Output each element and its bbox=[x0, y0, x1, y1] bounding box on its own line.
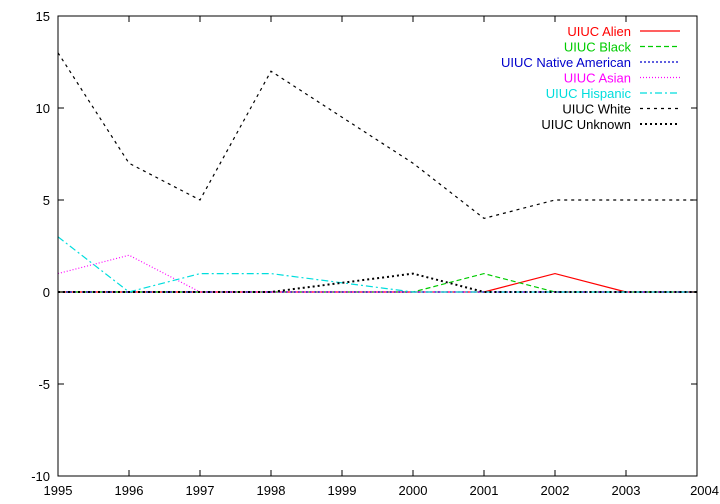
y-tick-label: 15 bbox=[36, 9, 50, 24]
x-tick-label: 2001 bbox=[470, 483, 499, 498]
series-line-uiuc-white bbox=[57, 52, 697, 220]
x-tick-label: 1999 bbox=[328, 483, 357, 498]
x-tick-label: 1997 bbox=[186, 483, 215, 498]
legend-label: UIUC Unknown bbox=[541, 117, 631, 132]
legend-label: UIUC White bbox=[562, 102, 631, 117]
x-tick-label: 1998 bbox=[257, 483, 286, 498]
x-tick-label: 2000 bbox=[399, 483, 428, 498]
x-tick-label: 2002 bbox=[541, 483, 570, 498]
x-tick-label: 2003 bbox=[612, 483, 641, 498]
y-tick-label: 5 bbox=[43, 193, 50, 208]
x-tick-label: 1995 bbox=[44, 483, 73, 498]
series-line-uiuc-unknown bbox=[58, 272, 697, 293]
series-line-uiuc-black bbox=[58, 272, 697, 293]
y-tick-label: 0 bbox=[43, 285, 50, 300]
legend-label: UIUC Black bbox=[564, 40, 632, 55]
legend-label: UIUC Alien bbox=[567, 24, 631, 39]
series-layer bbox=[57, 52, 697, 293]
y-tick-label: 10 bbox=[36, 101, 50, 116]
series-line-uiuc-hispanic bbox=[57, 236, 697, 293]
plot-frame bbox=[57, 15, 698, 477]
y-tick-label: -5 bbox=[38, 377, 50, 392]
series-line-uiuc-asian bbox=[57, 254, 697, 293]
legend-label: UIUC Native American bbox=[501, 55, 631, 70]
series-line-uiuc-alien bbox=[58, 272, 697, 293]
legend-label: UIUC Hispanic bbox=[546, 86, 632, 101]
x-tick-label: 2004 bbox=[690, 483, 719, 498]
y-tick-label: -10 bbox=[31, 469, 50, 484]
x-tick-label: 1996 bbox=[115, 483, 144, 498]
legend-label: UIUC Asian bbox=[564, 71, 631, 86]
